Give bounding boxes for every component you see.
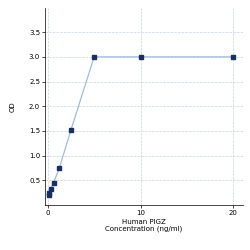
Y-axis label: OD: OD xyxy=(10,101,16,112)
X-axis label: Human PIGZ
Concentration (ng/ml): Human PIGZ Concentration (ng/ml) xyxy=(105,219,182,232)
